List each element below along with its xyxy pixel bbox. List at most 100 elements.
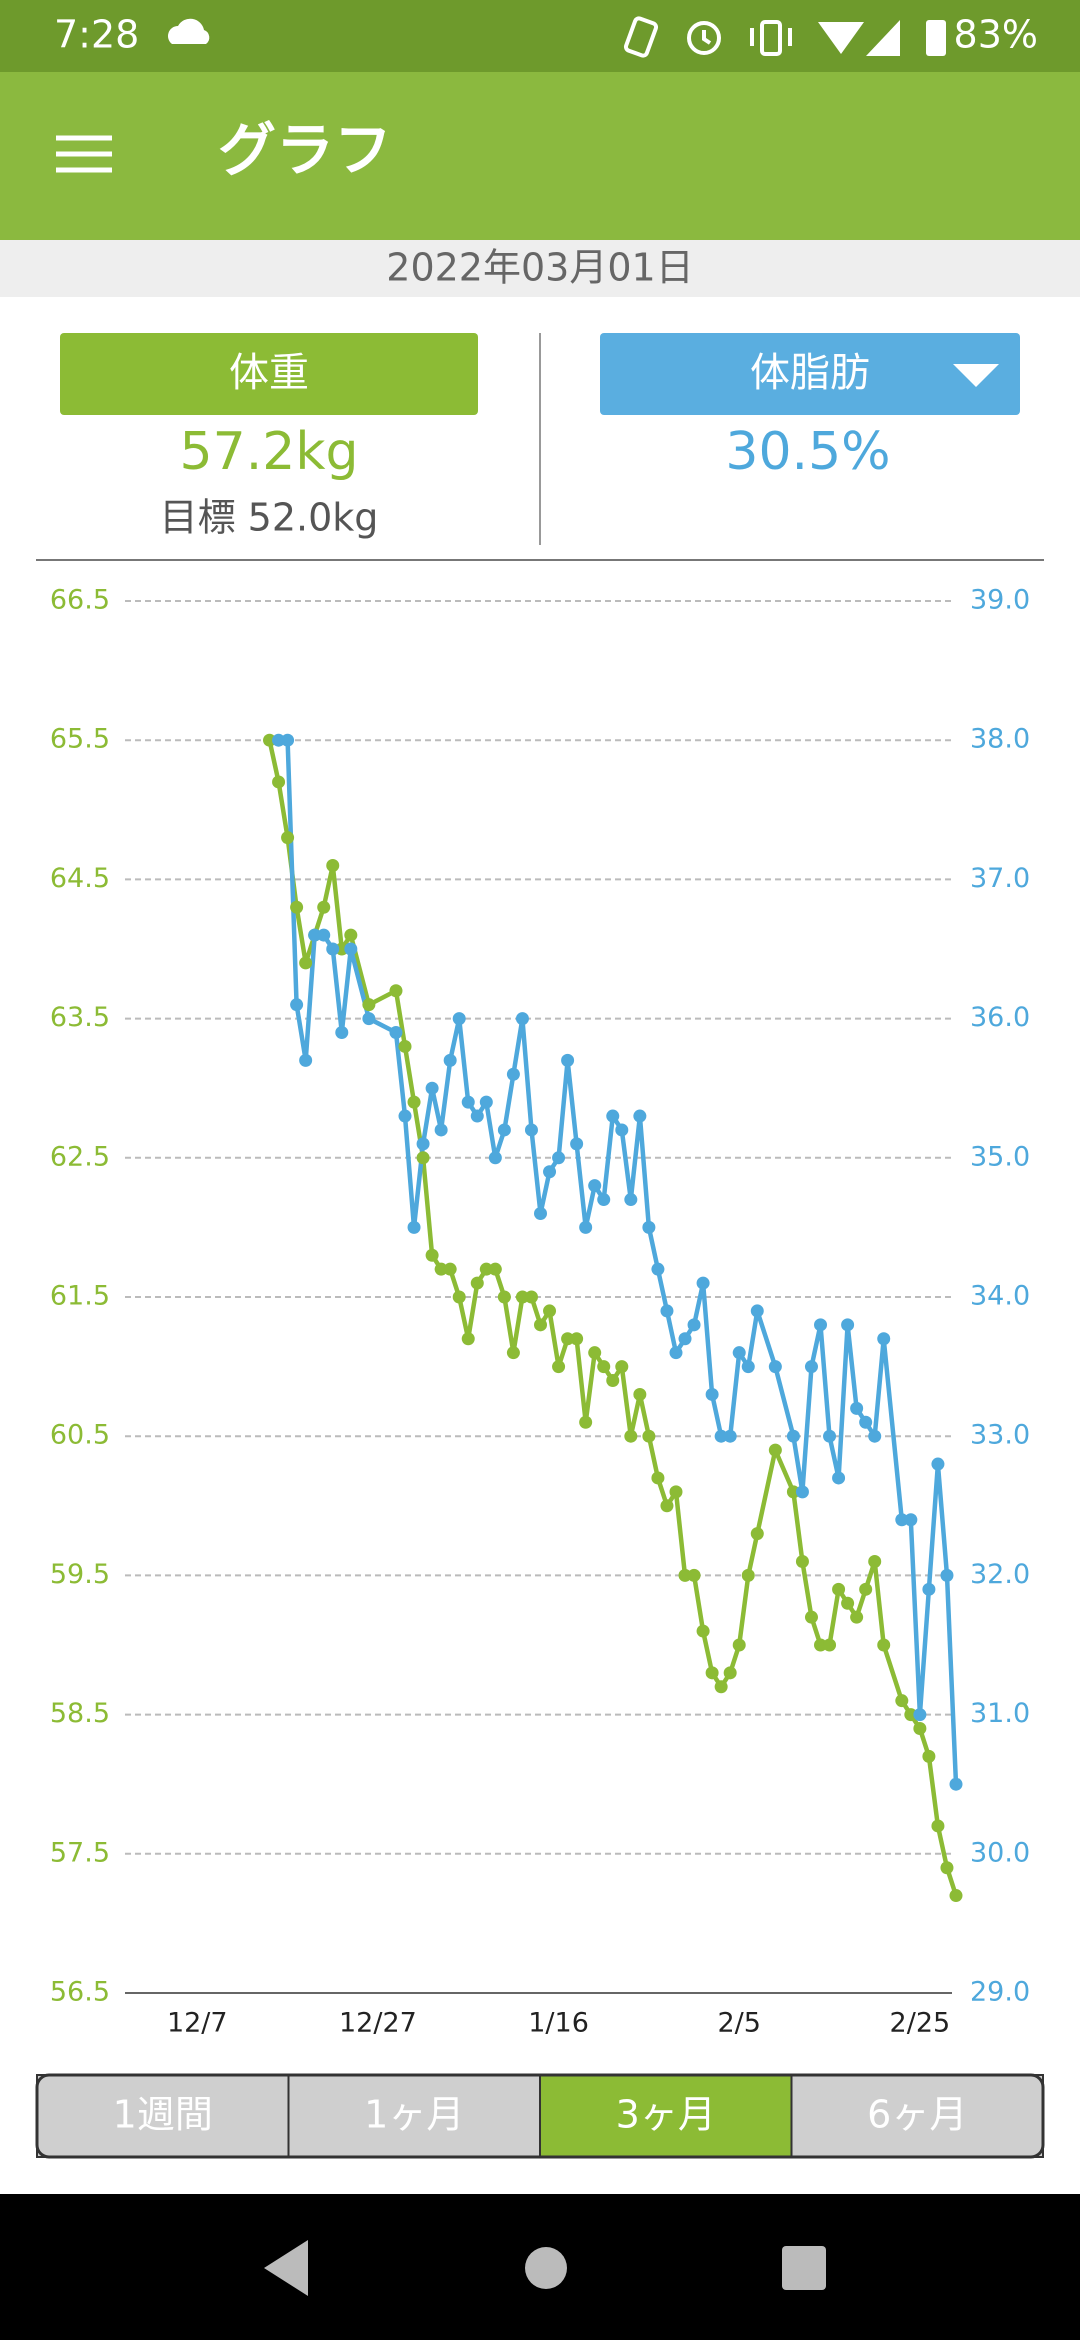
- data-point: [940, 1861, 954, 1875]
- data-point: [561, 1332, 575, 1346]
- data-point: [425, 1081, 439, 1095]
- app-bar: [0, 72, 1080, 240]
- data-point: [660, 1499, 674, 1513]
- tab-label: 3ヶ月: [616, 2093, 716, 2137]
- y-tick-label: 66.5: [50, 585, 110, 616]
- data-point: [452, 1012, 466, 1026]
- date-band: [0, 240, 1080, 297]
- data-point: [696, 1624, 710, 1638]
- tab-label: 6ヶ月: [867, 2093, 967, 2137]
- data-point: [398, 1039, 412, 1053]
- data-point: [281, 831, 295, 845]
- data-point: [949, 1889, 963, 1903]
- data-point: [714, 1429, 728, 1443]
- data-point: [877, 1332, 891, 1346]
- data-point: [651, 1471, 665, 1485]
- data-point: [552, 1151, 566, 1165]
- data-point: [416, 1137, 430, 1151]
- data-point: [335, 942, 349, 956]
- y-tick-label: 60.5: [50, 1420, 110, 1451]
- battery-text: 83%: [954, 13, 1038, 57]
- data-point: [344, 928, 358, 942]
- data-point: [940, 1568, 954, 1582]
- data-point: [515, 1012, 529, 1026]
- y2-tick-label: 32.0: [970, 1559, 1030, 1590]
- data-point: [615, 1123, 629, 1137]
- data-point: [642, 1220, 656, 1234]
- data-point: [308, 928, 322, 942]
- nav-recent[interactable]: [782, 2246, 826, 2290]
- data-point: [868, 1554, 882, 1568]
- body-fat-button[interactable]: [600, 333, 1020, 415]
- y-tick-label: 57.5: [50, 1837, 110, 1868]
- data-point: [434, 1123, 448, 1137]
- data-point: [389, 1026, 403, 1040]
- dropdown-arrow: [953, 364, 999, 387]
- data-point: [687, 1568, 701, 1582]
- data-point: [814, 1638, 828, 1652]
- data-point: [362, 1012, 376, 1026]
- data-point: [407, 1095, 421, 1109]
- data-point: [841, 1318, 855, 1332]
- body-fat-label: 体脂肪: [750, 350, 870, 396]
- data-point: [705, 1387, 719, 1401]
- data-point: [579, 1220, 593, 1234]
- data-point: [786, 1429, 800, 1443]
- data-point: [660, 1304, 674, 1318]
- data-point: [895, 1694, 909, 1708]
- data-point: [913, 1708, 927, 1722]
- menu-button[interactable]: [56, 135, 112, 173]
- tab[interactable]: [790, 2074, 1044, 2158]
- status-icons: [623, 16, 792, 58]
- battery-icon: [926, 20, 946, 56]
- data-point: [922, 1582, 936, 1596]
- data-point: [416, 1151, 430, 1165]
- data-point: [290, 900, 304, 914]
- data-point: [389, 984, 403, 998]
- data-point: [832, 1582, 846, 1596]
- data-point: [904, 1708, 918, 1722]
- data-point: [461, 1095, 475, 1109]
- data-point: [515, 1290, 529, 1304]
- data-point: [470, 1276, 484, 1290]
- nav-home[interactable]: [525, 2247, 567, 2289]
- data-point: [398, 1109, 412, 1123]
- data-point: [651, 1262, 665, 1276]
- data-point: [497, 1290, 511, 1304]
- data-point: [317, 900, 331, 914]
- data-point: [633, 1387, 647, 1401]
- data-point: [335, 1026, 349, 1040]
- y-tick-label: 56.5: [50, 1977, 110, 2008]
- data-point: [678, 1568, 692, 1582]
- data-point: [534, 1318, 547, 1332]
- data-point: [741, 1360, 755, 1374]
- data-point: [579, 1415, 593, 1429]
- data-point: [669, 1485, 683, 1499]
- body-fat-value: 30.5%: [725, 422, 890, 482]
- data-point: [687, 1318, 701, 1332]
- data-point: [823, 1638, 837, 1652]
- data-point: [561, 1053, 575, 1067]
- data-point: [931, 1819, 945, 1833]
- data-point: [859, 1415, 873, 1429]
- weight-goal: 目標 52.0kg: [160, 496, 379, 540]
- x-tick-label: 2/5: [717, 2008, 760, 2039]
- data-point: [326, 942, 340, 956]
- data-point: [741, 1568, 755, 1582]
- nav-back[interactable]: [264, 2240, 308, 2296]
- data-point: [272, 775, 286, 789]
- data-point: [543, 1165, 557, 1179]
- x-tick-label: 12/7: [167, 2008, 228, 2039]
- data-point: [317, 928, 331, 942]
- y-tick-label: 58.5: [50, 1698, 110, 1729]
- data-point: [488, 1262, 502, 1276]
- data-point: [443, 1262, 457, 1276]
- x-tick-label: 1/16: [528, 2008, 589, 2039]
- data-point: [479, 1095, 493, 1109]
- data-point: [407, 1220, 421, 1234]
- data-point: [868, 1429, 882, 1443]
- weather-icon: [168, 18, 210, 44]
- date-text: 2022年03月01日: [386, 246, 693, 290]
- weight-button[interactable]: [60, 333, 478, 415]
- data-point: [768, 1443, 782, 1457]
